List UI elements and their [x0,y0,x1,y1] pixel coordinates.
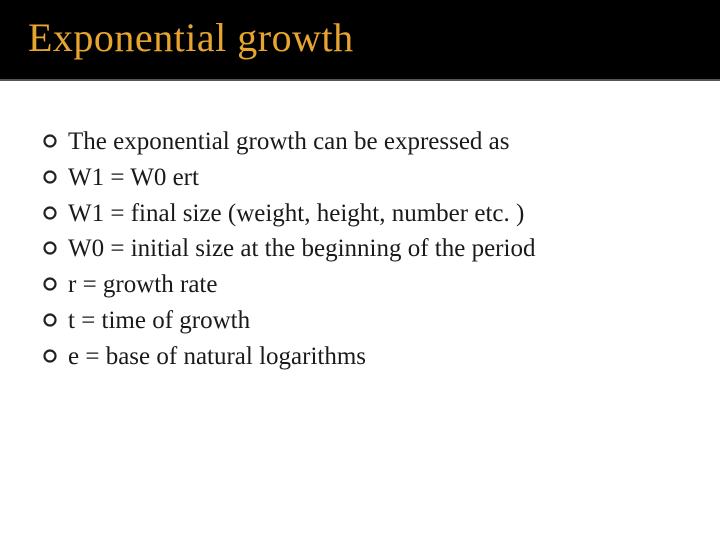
circle-bullet-icon [42,240,58,256]
bullet-text: e = base of natural logarithms [68,340,366,374]
bullet-text: W0 = initial size at the beginning of th… [68,232,535,266]
slide-content: The exponential growth can be expressed … [0,81,720,373]
slide-title: Exponential growth [28,14,692,61]
list-item: t = time of growth [42,304,678,338]
bullet-text: r = growth rate [68,268,217,302]
circle-bullet-icon [42,348,58,364]
bullet-text: t = time of growth [68,304,250,338]
bullet-text: The exponential growth can be expressed … [68,125,510,159]
bullet-text: W1 = W0 ert [68,161,199,195]
bullet-list: The exponential growth can be expressed … [42,125,678,373]
bullet-text: W1 = final size (weight, height, number … [68,197,524,231]
list-item: r = growth rate [42,268,678,302]
list-item: W1 = final size (weight, height, number … [42,197,678,231]
circle-bullet-icon [42,169,58,185]
list-item: W1 = W0 ert [42,161,678,195]
list-item: e = base of natural logarithms [42,340,678,374]
circle-bullet-icon [42,276,58,292]
circle-bullet-icon [42,133,58,149]
list-item: The exponential growth can be expressed … [42,125,678,159]
list-item: W0 = initial size at the beginning of th… [42,232,678,266]
circle-bullet-icon [42,312,58,328]
circle-bullet-icon [42,205,58,221]
slide-header: Exponential growth [0,0,720,81]
